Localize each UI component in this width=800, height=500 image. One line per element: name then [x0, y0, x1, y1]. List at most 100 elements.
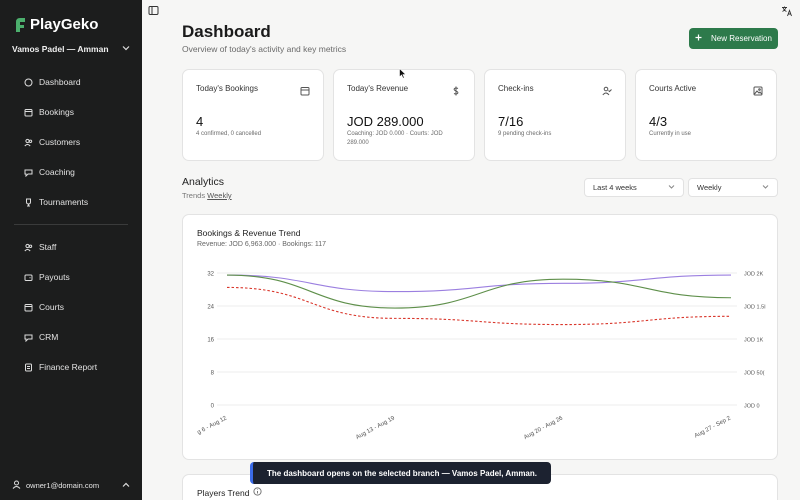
brand-name: PlayGeko [30, 16, 99, 33]
series-line-0 [226, 274, 732, 293]
x-tick-label: g 6 - Aug 12 [197, 415, 229, 436]
x-tick-label: Aug 27 - Sep 2 [694, 415, 733, 439]
y-tick-label: 8 [211, 371, 215, 377]
branch-selector-label: Vamos Padel — Amman [12, 44, 109, 54]
sidebar-item-staff[interactable]: Staff [0, 232, 142, 262]
chevron-down-icon [762, 183, 769, 192]
plus-icon [695, 34, 702, 43]
info-icon[interactable] [253, 487, 263, 498]
sidebar-item-label: Bookings [39, 107, 74, 117]
y-right-tick-label: JOD 50( [744, 371, 765, 377]
sidebar-item-dashboard[interactable]: Dashboard [0, 67, 142, 97]
sidebar-item-bookings[interactable]: Bookings [0, 97, 142, 127]
chevron-up-icon [122, 481, 130, 491]
court-icon [24, 303, 33, 312]
sidebar-item-coaching[interactable]: Coaching [0, 157, 142, 187]
user-menu[interactable]: owner1@domain.com [12, 480, 130, 491]
nav-secondary: Staff Payouts Courts CRM Finance Report [0, 232, 142, 382]
users-icon [24, 138, 33, 147]
user-check-icon [602, 83, 613, 96]
stat-note: 9 pending check-ins [498, 131, 552, 137]
image-icon [753, 83, 764, 96]
stat-title: Check-ins [498, 84, 534, 93]
nav-primary: Dashboard Bookings Customers Coaching To… [0, 67, 142, 217]
translate-icon[interactable] [781, 5, 793, 17]
series-line-2 [226, 286, 732, 326]
sidebar-toggle-icon[interactable] [147, 4, 159, 16]
brand-logo[interactable]: PlayGeko [14, 16, 98, 33]
y-right-tick-label: JOD 1K [744, 338, 764, 344]
y-tick-label: 32 [207, 272, 214, 278]
chevron-down-icon [668, 183, 675, 192]
sidebar-item-label: Payouts [39, 272, 70, 282]
sidebar-item-label: Customers [39, 137, 81, 147]
trend-chart: 0 JOD 0 8 JOD 50(16 JOD 1K 24 JOD 1.5I 32 JOD 2K… [197, 272, 767, 441]
stat-title: Courts Active [649, 84, 697, 93]
sidebar-item-label: CRM [39, 332, 59, 342]
stat-card-checkins: Check-ins 7/16 9 pending check-ins [484, 69, 626, 161]
period-select[interactable]: Weekly [688, 178, 778, 197]
mouse-cursor-icon [399, 66, 407, 84]
dollar-icon [451, 83, 462, 96]
y-tick-label: 16 [207, 338, 214, 344]
nav-divider [14, 224, 128, 225]
logo-mark-icon [14, 17, 26, 33]
stat-note: 4 confirmed, 0 cancelled [196, 131, 262, 137]
calendar-icon [300, 83, 311, 96]
stat-card-bookings: Today's Bookings 4 4 confirmed, 0 cancel… [182, 69, 324, 161]
y-tick-label: 24 [207, 305, 214, 311]
stat-title: Today's Bookings [196, 84, 259, 93]
sidebar-item-courts[interactable]: Courts [0, 292, 142, 322]
range-select-value: Last 4 weeks [593, 183, 637, 192]
players-trend-label: Players Trend [197, 487, 250, 498]
stat-note: Coaching: JOD 0.000 · Courts: JOD 289.00… [347, 131, 443, 146]
report-icon [24, 363, 33, 372]
stat-note: Currently in use [649, 131, 692, 137]
toast-message: The dashboard opens on the selected bran… [250, 462, 551, 484]
series-line-1 [226, 274, 732, 309]
branch-selector[interactable]: Vamos Padel — Amman [12, 44, 130, 54]
sidebar: PlayGeko Vamos Padel — Amman Dashboard B… [0, 0, 142, 500]
stat-value: 4/3 [649, 114, 668, 129]
staff-icon [24, 243, 33, 252]
analytics-title: Analytics [182, 176, 225, 188]
new-reservation-button[interactable]: New Reservation [689, 28, 778, 49]
wallet-icon [24, 273, 33, 282]
sidebar-item-finance-report[interactable]: Finance Report [0, 352, 142, 382]
calendar-icon [24, 108, 33, 117]
players-trend-title: Players Trend [197, 487, 263, 498]
chat-icon [24, 168, 33, 177]
new-reservation-label: New Reservation [711, 34, 772, 43]
range-select[interactable]: Last 4 weeks [584, 178, 684, 197]
analytics-sub-prefix: Trends [182, 191, 206, 200]
sidebar-item-crm[interactable]: CRM [0, 322, 142, 352]
home-icon [24, 78, 33, 87]
stat-title: Today's Revenue [347, 84, 409, 93]
sidebar-item-customers[interactable]: Customers [0, 127, 142, 157]
chevron-down-icon [122, 44, 130, 54]
y-tick-label: 0 [211, 404, 215, 410]
page-subtitle: Overview of today's activity and key met… [182, 44, 347, 54]
stat-card-revenue: Today's Revenue JOD 289.000 Coaching: JO… [333, 69, 475, 161]
crm-icon [24, 333, 33, 342]
page-title: Dashboard [182, 22, 271, 41]
analytics-sub-link[interactable]: Weekly [207, 191, 232, 200]
user-icon [12, 480, 21, 491]
user-email: owner1@domain.com [26, 481, 100, 490]
y-right-tick-label: JOD 2K [744, 272, 764, 278]
sidebar-item-label: Courts [39, 302, 65, 312]
stat-value: 4 [196, 114, 204, 129]
stat-value: 7/16 [498, 114, 524, 129]
sidebar-item-payouts[interactable]: Payouts [0, 262, 142, 292]
chart-subtitle: Revenue: JOD 6,963.000 · Bookings: 117 [197, 241, 327, 248]
trend-chart-card: Bookings & Revenue Trend Revenue: JOD 6,… [182, 214, 778, 460]
chart-title: Bookings & Revenue Trend [197, 228, 301, 238]
x-tick-label: Aug 13 - Aug 19 [355, 415, 396, 441]
sidebar-item-label: Tournaments [39, 197, 89, 207]
y-right-tick-label: JOD 1.5I [744, 305, 766, 311]
sidebar-item-label: Coaching [39, 167, 75, 177]
analytics-subtitle: Trends Weekly [182, 191, 232, 200]
sidebar-item-tournaments[interactable]: Tournaments [0, 187, 142, 217]
sidebar-item-label: Finance Report [39, 362, 98, 372]
sidebar-item-label: Staff [39, 242, 57, 252]
